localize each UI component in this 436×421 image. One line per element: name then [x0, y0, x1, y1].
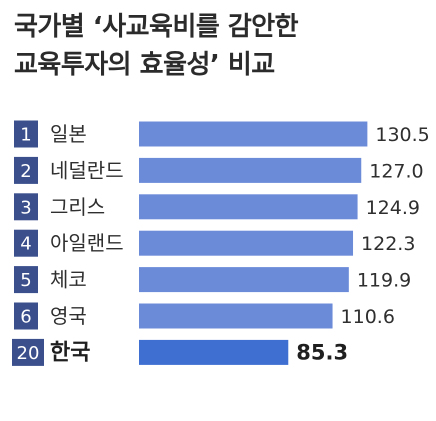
- chart-title-line-1: 국가별 ‘사교육비를 감안한: [14, 12, 299, 42]
- bar: [139, 121, 368, 147]
- rank-badge: [14, 156, 38, 184]
- category-label: 영국: [50, 304, 87, 328]
- chart-title-line-2: 교육투자의 효율성’ 비교: [14, 50, 275, 80]
- rank-label: 2: [20, 161, 31, 182]
- chart-title: 국가별 ‘사교육비를 감안한 교육투자의 효율성’ 비교: [14, 8, 424, 84]
- rank-label: 1: [20, 125, 31, 146]
- rank-badge: [14, 302, 38, 330]
- category-label: 아일랜드: [50, 231, 124, 255]
- value-label: 122.3: [361, 233, 415, 255]
- rank-badge: [14, 120, 38, 148]
- rank-label: 3: [20, 197, 31, 218]
- bar: [139, 339, 289, 365]
- rank-label: 4: [20, 234, 31, 255]
- value-label: 119.9: [357, 270, 411, 292]
- value-label: 85.3: [296, 340, 348, 364]
- rank-label: 6: [20, 307, 31, 328]
- rank-badge: [14, 229, 38, 257]
- bar: [139, 230, 354, 256]
- bar: [139, 267, 349, 293]
- bar: [139, 157, 362, 183]
- rank-badge: [14, 266, 38, 294]
- category-label: 그리스: [50, 195, 105, 219]
- rank-badge: [12, 338, 44, 366]
- category-label: 체코: [50, 268, 87, 292]
- value-label: 124.9: [366, 197, 420, 219]
- rank-badge: [14, 193, 38, 221]
- rank-label: 5: [20, 270, 31, 291]
- value-label: 110.6: [341, 306, 395, 328]
- value-label: 127.0: [369, 160, 423, 182]
- category-label: 한국: [50, 340, 90, 365]
- rank-label: 20: [17, 343, 40, 364]
- category-label: 네덜란드: [50, 158, 124, 182]
- bar: [139, 303, 333, 329]
- category-label: 일본: [50, 122, 87, 146]
- value-label: 130.5: [375, 124, 429, 146]
- bar: [139, 194, 358, 220]
